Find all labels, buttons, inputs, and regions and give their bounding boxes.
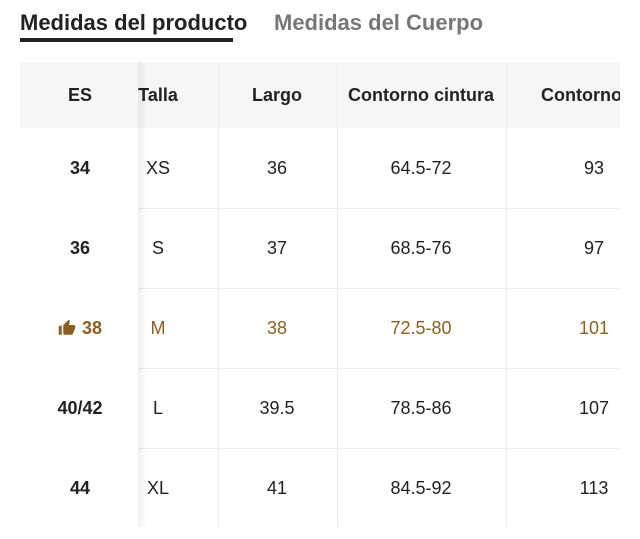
table-cell: 64.5-72	[390, 158, 452, 178]
table-cell: 97	[583, 238, 605, 258]
size-es: 36	[69, 238, 91, 258]
tab-underline	[20, 38, 233, 42]
table-cell: 41	[266, 478, 288, 498]
row-divider	[20, 448, 620, 449]
table-cell: 113	[579, 478, 609, 498]
size-es: 40/42	[57, 398, 103, 418]
column-header: Contorno ca	[541, 85, 620, 105]
table-cell: 72.5-80	[390, 318, 452, 338]
column-divider	[506, 62, 507, 527]
table-cell: 38	[266, 318, 288, 338]
column-header: ES	[67, 85, 92, 105]
table-cell: L	[152, 398, 163, 418]
row-divider	[20, 368, 620, 369]
sticky-shadow	[138, 62, 148, 527]
recommended-icon	[58, 319, 76, 337]
size-es: 44	[69, 478, 91, 498]
column-header: Talla	[138, 85, 178, 105]
table-cell: 36	[266, 158, 288, 178]
table-cell: XS	[145, 158, 170, 178]
sticky-column-bg	[20, 128, 138, 527]
row-divider	[20, 288, 620, 289]
thumbs-up-icon	[58, 319, 76, 335]
column-divider	[218, 62, 219, 527]
table-cell: 93	[583, 158, 605, 178]
table-cell: 37	[266, 238, 288, 258]
table-cell: 78.5-86	[390, 398, 452, 418]
column-header: Contorno cintura	[348, 85, 494, 105]
tab[interactable]: Medidas del Cuerpo	[274, 10, 484, 35]
table-cell: 107	[578, 398, 610, 418]
column-header: Largo	[251, 85, 302, 105]
size-es: 38	[81, 318, 103, 338]
size-es: 34	[69, 158, 91, 178]
row-divider	[20, 208, 620, 209]
table-cell: 39.5	[259, 398, 295, 418]
table-cell: XL	[146, 478, 170, 498]
header-bg	[20, 62, 620, 128]
table-cell: S	[151, 238, 164, 258]
size-table: ES Talla Largo Contorno cintura Contorno ca 3…	[20, 62, 620, 527]
table-cell: 68.5-76	[390, 238, 452, 258]
table-cell: M	[150, 318, 166, 338]
tab-active[interactable]: Medidas del producto	[20, 10, 248, 35]
table-cell: 84.5-92	[390, 478, 452, 498]
column-divider	[337, 62, 338, 527]
table-cell: 101	[578, 318, 610, 338]
